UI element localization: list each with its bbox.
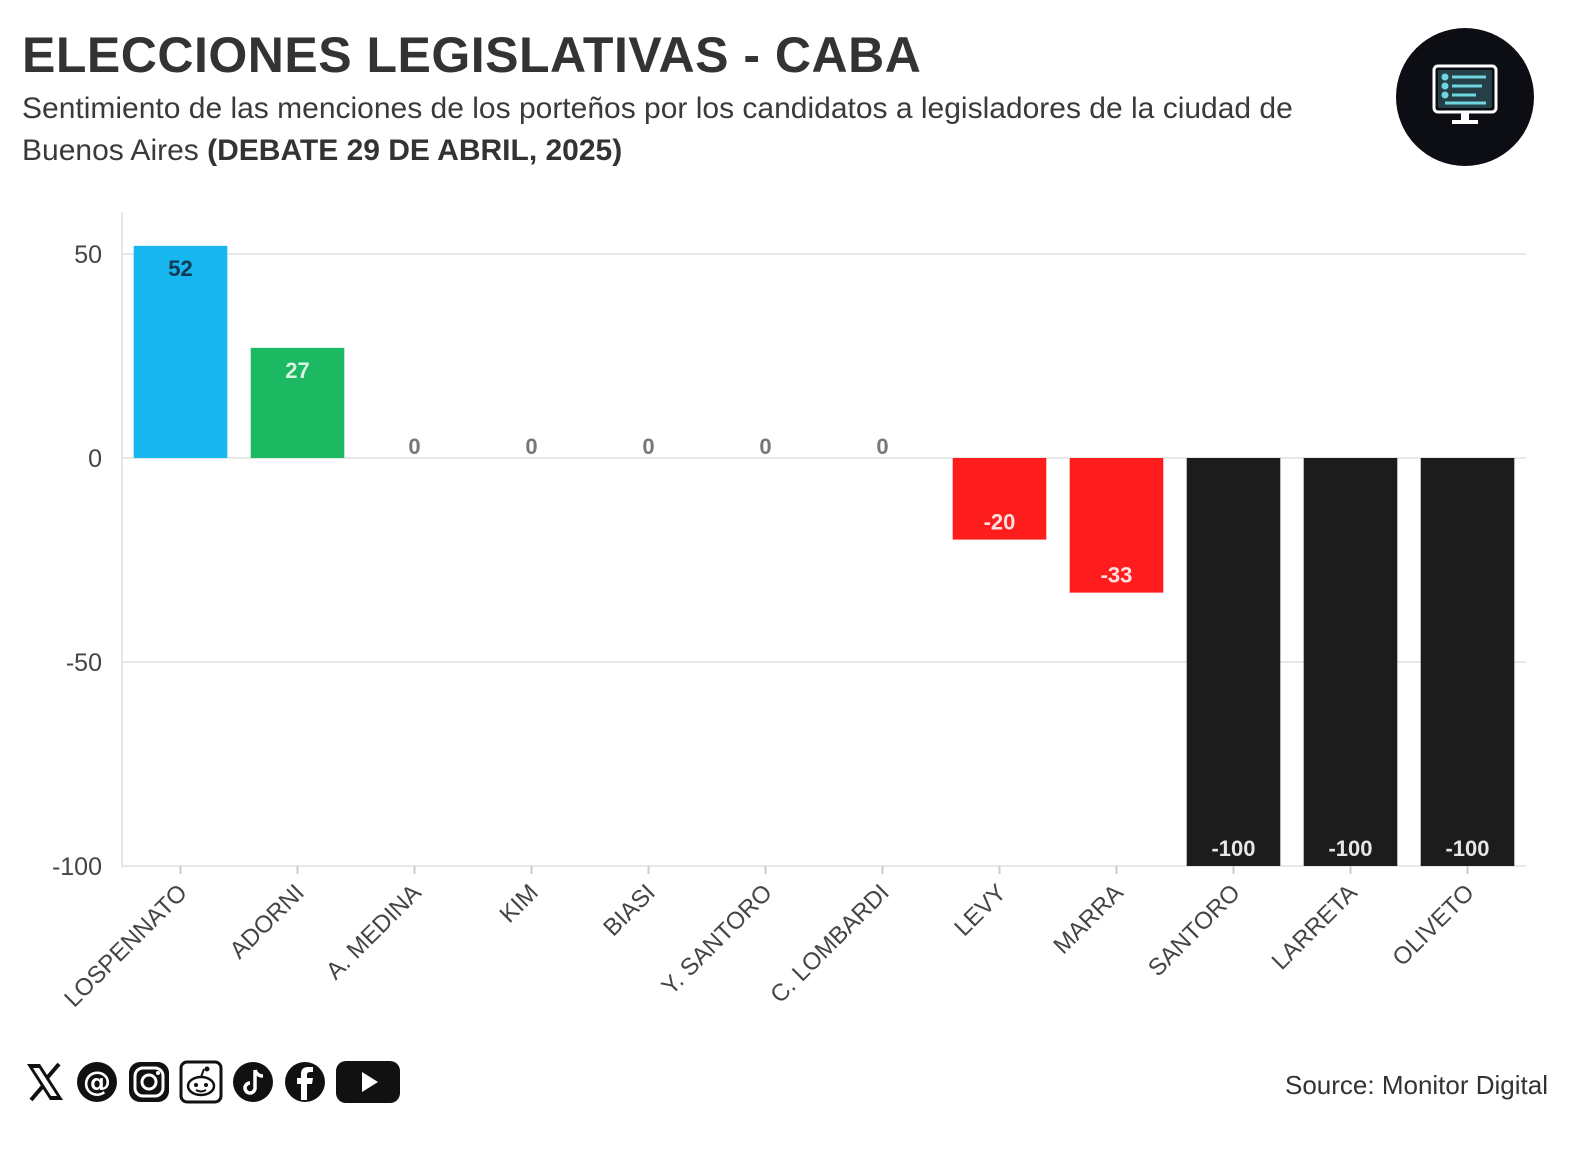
bar-adorni bbox=[250, 347, 345, 458]
x-tick-label: LOSPENNATO bbox=[59, 879, 193, 1013]
source-label: Source: Monitor Digital bbox=[1285, 1070, 1548, 1100]
bar-marra bbox=[1069, 458, 1164, 593]
page-subtitle: Sentimiento de las menciones de los port… bbox=[22, 88, 1402, 172]
data-label: -33 bbox=[1101, 563, 1133, 588]
data-label: -100 bbox=[1328, 836, 1372, 861]
x-tick-label: KIM bbox=[494, 879, 543, 928]
data-label: 27 bbox=[285, 358, 309, 383]
bar-santoro bbox=[1186, 458, 1281, 866]
x-tick-label: MARRA bbox=[1048, 879, 1128, 959]
youtube-icon[interactable] bbox=[334, 1059, 402, 1105]
x-icon[interactable] bbox=[22, 1059, 68, 1105]
x-tick-label: SANTORO bbox=[1143, 879, 1246, 982]
bar-larreta bbox=[1303, 458, 1398, 866]
x-tick-label: BIASI bbox=[598, 879, 660, 941]
y-tick-label: -50 bbox=[66, 649, 102, 677]
instagram-icon[interactable] bbox=[126, 1059, 172, 1105]
bar-levy bbox=[952, 458, 1047, 540]
facebook-icon[interactable] bbox=[282, 1059, 328, 1105]
page-title: ELECCIONES LEGISLATIVAS - CABA bbox=[22, 27, 922, 83]
data-label: 0 bbox=[642, 434, 654, 459]
bar-lospennato bbox=[133, 245, 228, 458]
data-label: 0 bbox=[525, 434, 537, 459]
x-tick-label: LEVY bbox=[949, 879, 1011, 941]
y-tick-label: 50 bbox=[74, 241, 102, 269]
threads-icon[interactable]: @ bbox=[74, 1059, 120, 1105]
tiktok-icon[interactable] bbox=[230, 1059, 276, 1105]
x-tick-label: A. MEDINA bbox=[321, 879, 427, 985]
data-label: 0 bbox=[408, 434, 420, 459]
x-tick-label: Y. SANTORO bbox=[656, 879, 777, 1000]
reddit-icon[interactable] bbox=[178, 1059, 224, 1105]
bar-oliveto bbox=[1420, 458, 1515, 866]
social-icons-bar: @ bbox=[22, 1057, 402, 1107]
x-tick-label: LARRETA bbox=[1267, 879, 1363, 975]
subtitle-date: (DEBATE 29 DE ABRIL, 2025) bbox=[207, 134, 623, 167]
subtitle-text: Sentimiento de las menciones de los port… bbox=[22, 92, 1293, 167]
y-tick-label: 0 bbox=[88, 445, 102, 473]
data-label: -20 bbox=[984, 510, 1016, 535]
x-tick-label: ADORNI bbox=[225, 879, 310, 964]
x-tick-label: C. LOMBARDI bbox=[765, 879, 894, 1008]
monitor-dashboard-icon bbox=[1396, 28, 1534, 166]
svg-text:@: @ bbox=[83, 1065, 111, 1098]
data-label: 52 bbox=[168, 256, 192, 281]
x-tick-label: OLIVETO bbox=[1387, 879, 1479, 971]
y-tick-label: -100 bbox=[52, 853, 102, 881]
data-label: 0 bbox=[759, 434, 771, 459]
data-label: -100 bbox=[1211, 836, 1255, 861]
data-label: -100 bbox=[1445, 836, 1489, 861]
data-label: 0 bbox=[876, 434, 888, 459]
